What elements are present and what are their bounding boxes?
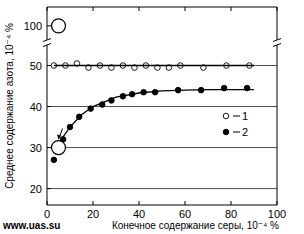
- legend-label: 2: [242, 126, 248, 138]
- y-axis: [47, 7, 48, 40]
- y-tick: [47, 65, 51, 66]
- y-tick-label: 40: [30, 101, 42, 113]
- grid-line: [47, 65, 277, 66]
- x-tick-label: 20: [87, 208, 99, 220]
- x-tick: [277, 201, 278, 205]
- x-tick-label: 0: [44, 208, 50, 220]
- watermark: www.uas.su: [2, 220, 60, 231]
- grid-line: [47, 147, 277, 148]
- legend-dash: [233, 116, 240, 117]
- y-tick: [47, 188, 51, 189]
- y-axis-label: Среднее содержание азота, 10⁻⁴ %: [4, 23, 15, 189]
- x-tick-label: 60: [179, 208, 191, 220]
- x-tick: [139, 7, 140, 11]
- axis-break: [273, 44, 281, 47]
- axis-break: [43, 39, 51, 42]
- fit-line: [54, 65, 254, 66]
- grid-line: [47, 106, 277, 107]
- x-tick: [93, 201, 94, 205]
- x-tick: [277, 7, 278, 11]
- x-tick: [231, 201, 232, 205]
- y-tick: [47, 147, 51, 148]
- legend-marker: [223, 129, 229, 135]
- x-tick: [185, 201, 186, 205]
- x-tick-label: 40: [133, 208, 145, 220]
- chart: 100 20 30 40 50 0 20 40 60 80 100 1 2 Среднее содержа…: [0, 0, 304, 234]
- y-tick: [47, 106, 51, 107]
- y-tick-label: 100: [24, 20, 42, 32]
- data-point: [51, 157, 57, 163]
- y-tick: [47, 25, 51, 26]
- axis-break: [273, 39, 281, 42]
- x-tick: [231, 7, 232, 11]
- plot-area: [51, 61, 254, 163]
- arrow-head: [57, 135, 61, 140]
- x-tick-label: 80: [225, 208, 237, 220]
- x-tick: [185, 7, 186, 11]
- fit-line: [59, 90, 255, 144]
- x-tick-label: 100: [268, 208, 286, 220]
- initial-point: [52, 141, 66, 155]
- plot-area: [52, 19, 66, 33]
- x-axis: [47, 205, 277, 206]
- x-axis-label: Конечное содержание серы, 10⁻⁴ %: [112, 220, 279, 231]
- legend-marker: [223, 113, 229, 119]
- y-axis: [47, 45, 48, 205]
- frame-right: [277, 45, 278, 205]
- frame-top: [47, 7, 277, 8]
- x-tick: [93, 7, 94, 11]
- legend-label: 1: [242, 110, 248, 122]
- axis-break: [43, 44, 51, 47]
- y-tick-label: 50: [30, 60, 42, 72]
- y-tick-label: 30: [30, 142, 42, 154]
- x-tick: [139, 201, 140, 205]
- y-tick-label: 20: [30, 183, 42, 195]
- legend-dash: [233, 132, 240, 133]
- grid-line: [47, 188, 277, 189]
- frame-right: [277, 7, 278, 40]
- x-tick: [47, 201, 48, 205]
- x-tick: [47, 7, 48, 11]
- initial-point: [52, 19, 66, 33]
